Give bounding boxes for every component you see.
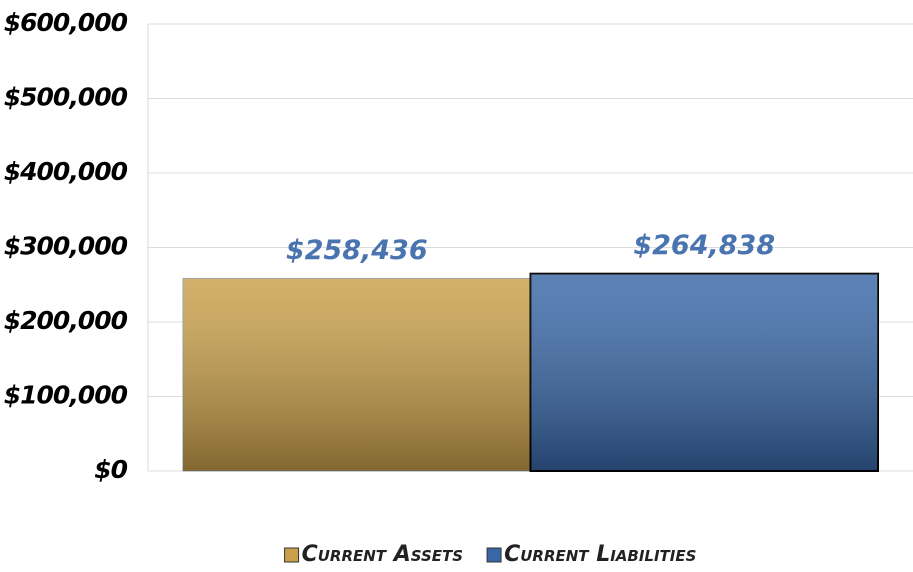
y-tick-label: $0 (94, 455, 127, 484)
data-label: $258,436 (286, 235, 428, 266)
bar-shade (530, 273, 878, 471)
y-tick-label: $300,000 (4, 232, 128, 261)
y-tick-label: $600,000 (4, 8, 128, 37)
bar-shade (183, 278, 531, 471)
y-tick-label: $200,000 (4, 306, 128, 335)
y-tick-label: $400,000 (4, 157, 128, 186)
data-label: $264,838 (633, 230, 775, 261)
legend-swatch (486, 547, 502, 563)
legend-label: Current Assets (302, 542, 464, 567)
legend-swatch (284, 547, 300, 563)
legend: Current Assets Current Liabilities (284, 542, 696, 567)
legend-label: Current Liabilities (504, 542, 696, 567)
y-tick-label: $100,000 (4, 381, 128, 410)
y-tick-label: $500,000 (4, 83, 128, 112)
